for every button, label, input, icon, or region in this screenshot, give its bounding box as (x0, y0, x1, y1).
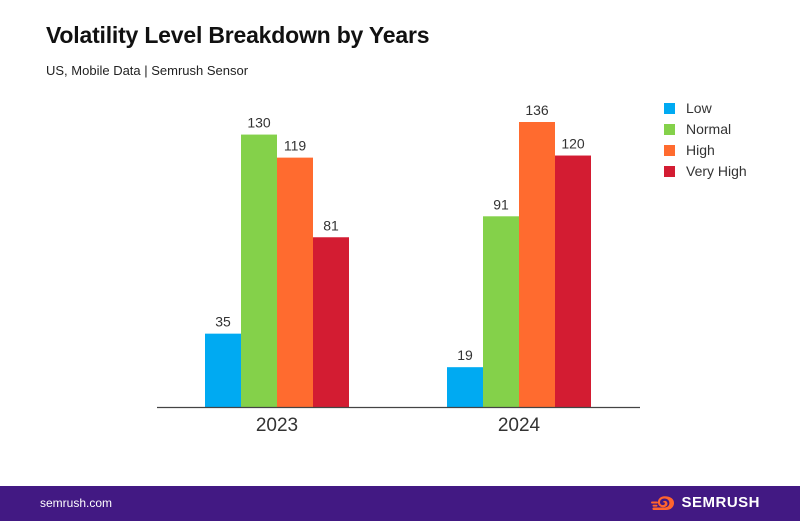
data-label-very-high-2023: 81 (323, 217, 339, 233)
bar-very-high-2024 (555, 155, 591, 407)
data-label-normal-2024: 91 (493, 196, 509, 212)
data-label-high-2024: 136 (525, 102, 549, 118)
bar-high-2023 (277, 157, 313, 407)
bar-high-2024 (519, 122, 555, 407)
bar-chart: 35 130 119 81 2023 19 91 136 120 2024 Low Normal Hig… (157, 100, 747, 436)
brand-logo: SEMRUSH (651, 494, 760, 511)
legend-swatch-very-high (664, 166, 675, 177)
legend-label-low: Low (686, 100, 713, 116)
legend-swatch-high (664, 145, 675, 156)
data-label-low-2023: 35 (215, 314, 231, 330)
legend-swatch-low (664, 103, 675, 114)
brand-text: SEMRUSH (681, 494, 760, 511)
legend-swatch-normal (664, 124, 675, 135)
data-label-low-2024: 19 (457, 347, 473, 363)
semrush-fire-icon (651, 495, 675, 510)
chart-title: Volatility Level Breakdown by Years (46, 22, 430, 48)
bar-low-2024 (447, 367, 483, 407)
footer-bar: semrush.com SEMRUSH (0, 486, 800, 521)
data-label-very-high-2024: 120 (561, 136, 585, 152)
bar-normal-2024 (483, 216, 519, 407)
data-label-high-2023: 119 (284, 138, 307, 154)
legend-label-high: High (686, 142, 715, 158)
bar-normal-2023 (241, 134, 277, 407)
bar-low-2023 (205, 333, 241, 407)
x-tick-label-2023: 2023 (256, 415, 298, 436)
data-label-normal-2023: 130 (247, 115, 271, 131)
bar-very-high-2023 (313, 237, 349, 407)
x-tick-label-2024: 2024 (498, 415, 541, 436)
legend-label-normal: Normal (686, 121, 731, 137)
footer-url[interactable]: semrush.com (40, 496, 113, 510)
chart-subtitle: US, Mobile Data | Semrush Sensor (46, 63, 249, 78)
legend-label-very-high: Very High (686, 163, 747, 179)
